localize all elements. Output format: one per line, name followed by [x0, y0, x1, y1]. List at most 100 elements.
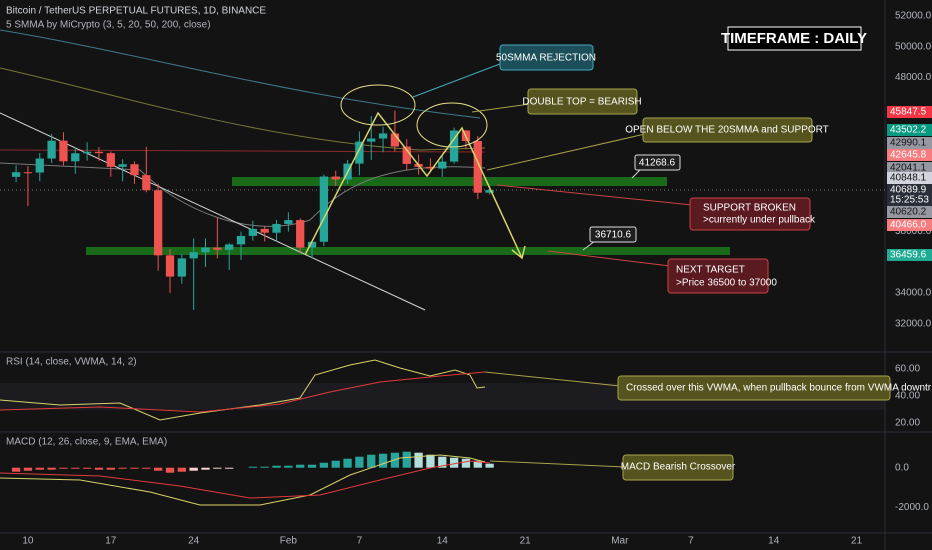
callout-pointer [471, 103, 531, 113]
arrow-head [511, 245, 526, 260]
callout-text: >Price 36500 to 37000 [676, 278, 777, 289]
macd-histogram [47, 467, 56, 470]
candle-body [248, 228, 258, 236]
y-tick-label: 48000.0 [895, 72, 932, 83]
macd-histogram [473, 460, 482, 468]
candle-body [355, 141, 364, 164]
level-label: 41268.6 [639, 158, 676, 169]
candle-body [331, 176, 340, 180]
y-tick-label: -2000.0 [895, 502, 929, 513]
macd-histogram [23, 467, 33, 471]
x-tick-label: 7 [688, 536, 694, 547]
candle-body [142, 175, 151, 191]
panel-title: RSI (14, close, VWMA, 14, 2) [6, 357, 137, 368]
candle-body [189, 252, 198, 259]
price-tag [887, 106, 932, 118]
chart-subtitle: 5 SMMA by MiCrypto (3, 5, 20, 50, 200, c… [6, 20, 211, 31]
callout-box [499, 44, 594, 71]
candle-body [225, 244, 234, 250]
candle-body [284, 220, 293, 224]
macd-histogram [59, 467, 68, 469]
callout-pointer [496, 184, 693, 206]
ma-line [0, 67, 486, 151]
y-tick-label: 0.0 [895, 462, 909, 473]
x-tick-label: 10 [22, 536, 34, 547]
timeframe-box [727, 26, 862, 51]
support-zone [232, 177, 667, 186]
level-label: 36710.6 [595, 230, 632, 241]
price-tag-label: 43502.2 [890, 125, 927, 136]
candle-body [402, 146, 411, 164]
y-tick-label: 38000.0 [895, 226, 932, 237]
y-tick-label: 34000.0 [895, 288, 932, 299]
price-tag-label: 42645.8 [890, 150, 927, 161]
x-tick-label: Mar [611, 536, 629, 547]
macd-histogram [438, 456, 447, 468]
candle-body [94, 151, 104, 154]
price-tag [887, 184, 932, 196]
candle-body [307, 241, 317, 248]
ma-line [0, 162, 486, 227]
candle-body [59, 140, 68, 162]
y-tick-label: 32000.0 [895, 318, 932, 329]
callout-text: >currently under pullback [703, 215, 816, 226]
x-tick-label: 7 [357, 536, 363, 547]
macd-histogram [165, 467, 175, 473]
candle-body [438, 161, 447, 169]
candle-body [473, 140, 482, 193]
x-tick-label: 24 [188, 536, 200, 547]
candle-body [201, 247, 210, 253]
y-tick-label: 20.00 [895, 418, 920, 429]
candle-body [82, 151, 92, 154]
timeframe-label: TIMEFRAME : DAILY [721, 30, 867, 47]
price-tag-label: 42990.1 [890, 138, 927, 149]
macd-histogram [284, 465, 293, 468]
callout-text: DOUBLE TOP = BEARISH [522, 97, 641, 108]
macd-histogram [355, 456, 364, 468]
macd-histogram [142, 467, 151, 469]
candle-body [47, 140, 56, 159]
macd-histogram [296, 464, 305, 468]
x-tick-label: 17 [105, 536, 117, 547]
macd-histogram [307, 464, 317, 468]
macd-histogram [82, 467, 92, 469]
y-tick-label: 50000.0 [895, 41, 932, 52]
x-tick-label: 21 [851, 536, 863, 547]
macd-histogram [177, 467, 186, 472]
callout-pointer [412, 61, 506, 98]
rsi-line [0, 359, 486, 421]
candle-body [154, 190, 163, 256]
price-tag [887, 149, 932, 161]
candle-body [11, 172, 21, 177]
candle-body [390, 133, 400, 147]
trend-line [0, 112, 426, 311]
macd-histogram [378, 453, 388, 468]
macd-histogram [71, 467, 80, 469]
candle-body [106, 153, 115, 167]
macd-histogram [367, 454, 376, 468]
price-tag-label: 42041.1 [890, 163, 927, 174]
candle-body [272, 223, 281, 233]
callout-pointer [631, 169, 641, 179]
y-tick-label: 60.00 [895, 364, 920, 375]
callout-text: SUPPORT BROKEN [703, 203, 796, 214]
candle-body [35, 158, 44, 173]
macd-histogram [106, 467, 115, 470]
callout-box [667, 258, 769, 294]
callout-pointer [484, 371, 621, 387]
x-tick-label: Feb [280, 536, 298, 547]
macd-histogram [189, 467, 198, 471]
x-tick-label: 14 [768, 536, 780, 547]
candle-body [260, 228, 269, 233]
macd-histogram [414, 452, 423, 468]
macd-histogram [94, 467, 104, 470]
price-tag-label: 15:25:53 [890, 195, 929, 206]
macd-histogram [319, 462, 329, 468]
y-tick-label: 52000.0 [895, 11, 932, 22]
price-tag [887, 124, 932, 136]
price-tag-label: 40620.2 [890, 207, 927, 218]
macd-histogram [35, 467, 44, 470]
price-tag [887, 206, 932, 218]
candle-body [449, 130, 459, 162]
ma-line [0, 29, 481, 119]
